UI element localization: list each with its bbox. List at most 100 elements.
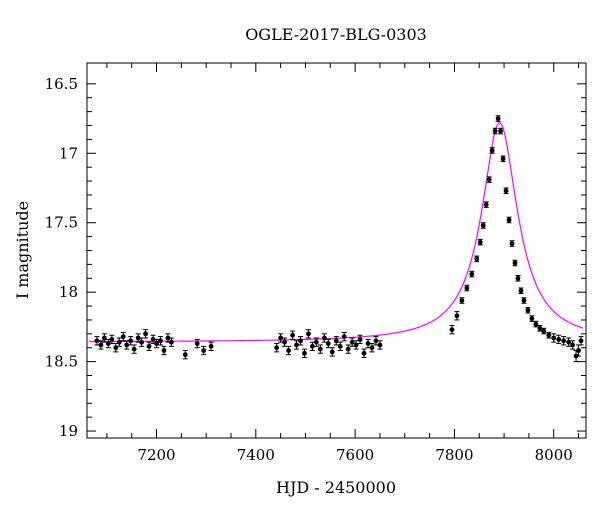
data-point bbox=[474, 256, 480, 262]
data-point bbox=[337, 343, 343, 349]
data-point bbox=[349, 339, 355, 345]
data-point bbox=[341, 334, 347, 340]
y-tick-label: 19 bbox=[59, 422, 78, 440]
data-point bbox=[290, 332, 295, 338]
data-point bbox=[310, 343, 315, 349]
y-tick-label: 17.5 bbox=[45, 214, 78, 232]
y-tick-label: 17 bbox=[59, 144, 78, 162]
data-point bbox=[576, 348, 581, 353]
data-point bbox=[345, 346, 351, 352]
x-tick-label: 7600 bbox=[336, 446, 374, 464]
data-point bbox=[101, 335, 107, 341]
data-point bbox=[483, 202, 489, 208]
data-point bbox=[154, 341, 159, 346]
data-point bbox=[128, 338, 134, 344]
data-point bbox=[566, 339, 572, 345]
data-point bbox=[373, 338, 379, 344]
data-point bbox=[459, 298, 465, 303]
data-point bbox=[578, 338, 584, 344]
data-point bbox=[286, 348, 291, 353]
data-point bbox=[537, 325, 543, 331]
data-point bbox=[98, 342, 104, 348]
data-point bbox=[146, 343, 152, 349]
data-point bbox=[329, 349, 335, 355]
data-point bbox=[500, 156, 506, 162]
data-point bbox=[208, 343, 214, 349]
data-point bbox=[109, 336, 115, 342]
data-point bbox=[521, 298, 527, 303]
data-point bbox=[529, 316, 535, 321]
data-point bbox=[325, 341, 331, 346]
data-point bbox=[135, 335, 141, 341]
data-point bbox=[161, 348, 167, 353]
data-point bbox=[302, 350, 307, 356]
y-tick-label: 18 bbox=[59, 283, 78, 301]
data-point bbox=[105, 341, 111, 346]
model-curve bbox=[89, 122, 584, 343]
data-point bbox=[515, 275, 521, 281]
data-point bbox=[518, 288, 524, 294]
data-point bbox=[321, 335, 327, 341]
data-point bbox=[503, 188, 509, 194]
data-point bbox=[313, 339, 319, 345]
data-point bbox=[469, 271, 475, 277]
data-point bbox=[477, 239, 483, 245]
data-point bbox=[94, 338, 100, 344]
data-point bbox=[116, 339, 122, 345]
y-axis: 16.5 17 17.5 18 18.5 19 bbox=[45, 75, 586, 440]
data-point bbox=[182, 352, 188, 358]
data-point bbox=[377, 342, 383, 348]
data-point bbox=[158, 338, 163, 344]
data-point bbox=[546, 332, 552, 338]
data-point bbox=[506, 217, 512, 223]
x-tick-label: 8000 bbox=[535, 446, 573, 464]
data-point bbox=[357, 336, 363, 342]
data-point bbox=[480, 223, 486, 228]
data-point bbox=[274, 345, 280, 351]
x-tick-label: 7200 bbox=[137, 446, 175, 464]
data-point bbox=[464, 285, 470, 291]
data-point bbox=[353, 342, 359, 348]
data-point bbox=[333, 338, 339, 344]
data-point bbox=[282, 339, 288, 345]
data-point bbox=[194, 341, 200, 346]
data-point bbox=[169, 339, 174, 345]
data-point bbox=[492, 128, 498, 134]
data-point bbox=[495, 116, 501, 121]
data-point bbox=[498, 128, 503, 134]
x-axis: 7200 7400 7600 7800 8000 bbox=[106, 63, 580, 464]
data-point bbox=[570, 342, 575, 348]
data-point bbox=[512, 260, 518, 266]
data-point bbox=[556, 336, 562, 342]
data-point bbox=[201, 348, 207, 353]
plot-frame bbox=[86, 62, 587, 439]
x-axis-label: HJD - 2450000 bbox=[276, 478, 396, 497]
data-point bbox=[365, 341, 371, 346]
data-points bbox=[94, 115, 584, 363]
data-point bbox=[561, 338, 567, 344]
x-tick-label: 7400 bbox=[237, 446, 275, 464]
data-point bbox=[139, 339, 145, 345]
data-point bbox=[369, 345, 375, 351]
data-point bbox=[551, 335, 557, 341]
y-axis-label: I magnitude bbox=[13, 201, 32, 299]
data-point bbox=[306, 331, 311, 337]
data-point bbox=[541, 328, 547, 334]
data-point bbox=[143, 331, 148, 337]
data-point bbox=[278, 335, 284, 341]
data-point bbox=[124, 342, 130, 348]
data-point bbox=[120, 334, 126, 340]
data-point bbox=[525, 307, 531, 313]
data-point bbox=[294, 342, 299, 348]
data-point bbox=[449, 327, 455, 333]
data-point bbox=[298, 338, 303, 344]
chart-title: OGLE-2017-BLG-0303 bbox=[245, 25, 427, 44]
y-tick-label: 16.5 bbox=[45, 75, 78, 93]
data-point bbox=[317, 346, 323, 352]
y-tick-label: 18.5 bbox=[45, 353, 78, 371]
data-point bbox=[454, 313, 460, 319]
data-point bbox=[361, 350, 367, 356]
data-point bbox=[131, 346, 137, 352]
data-point bbox=[165, 335, 171, 341]
